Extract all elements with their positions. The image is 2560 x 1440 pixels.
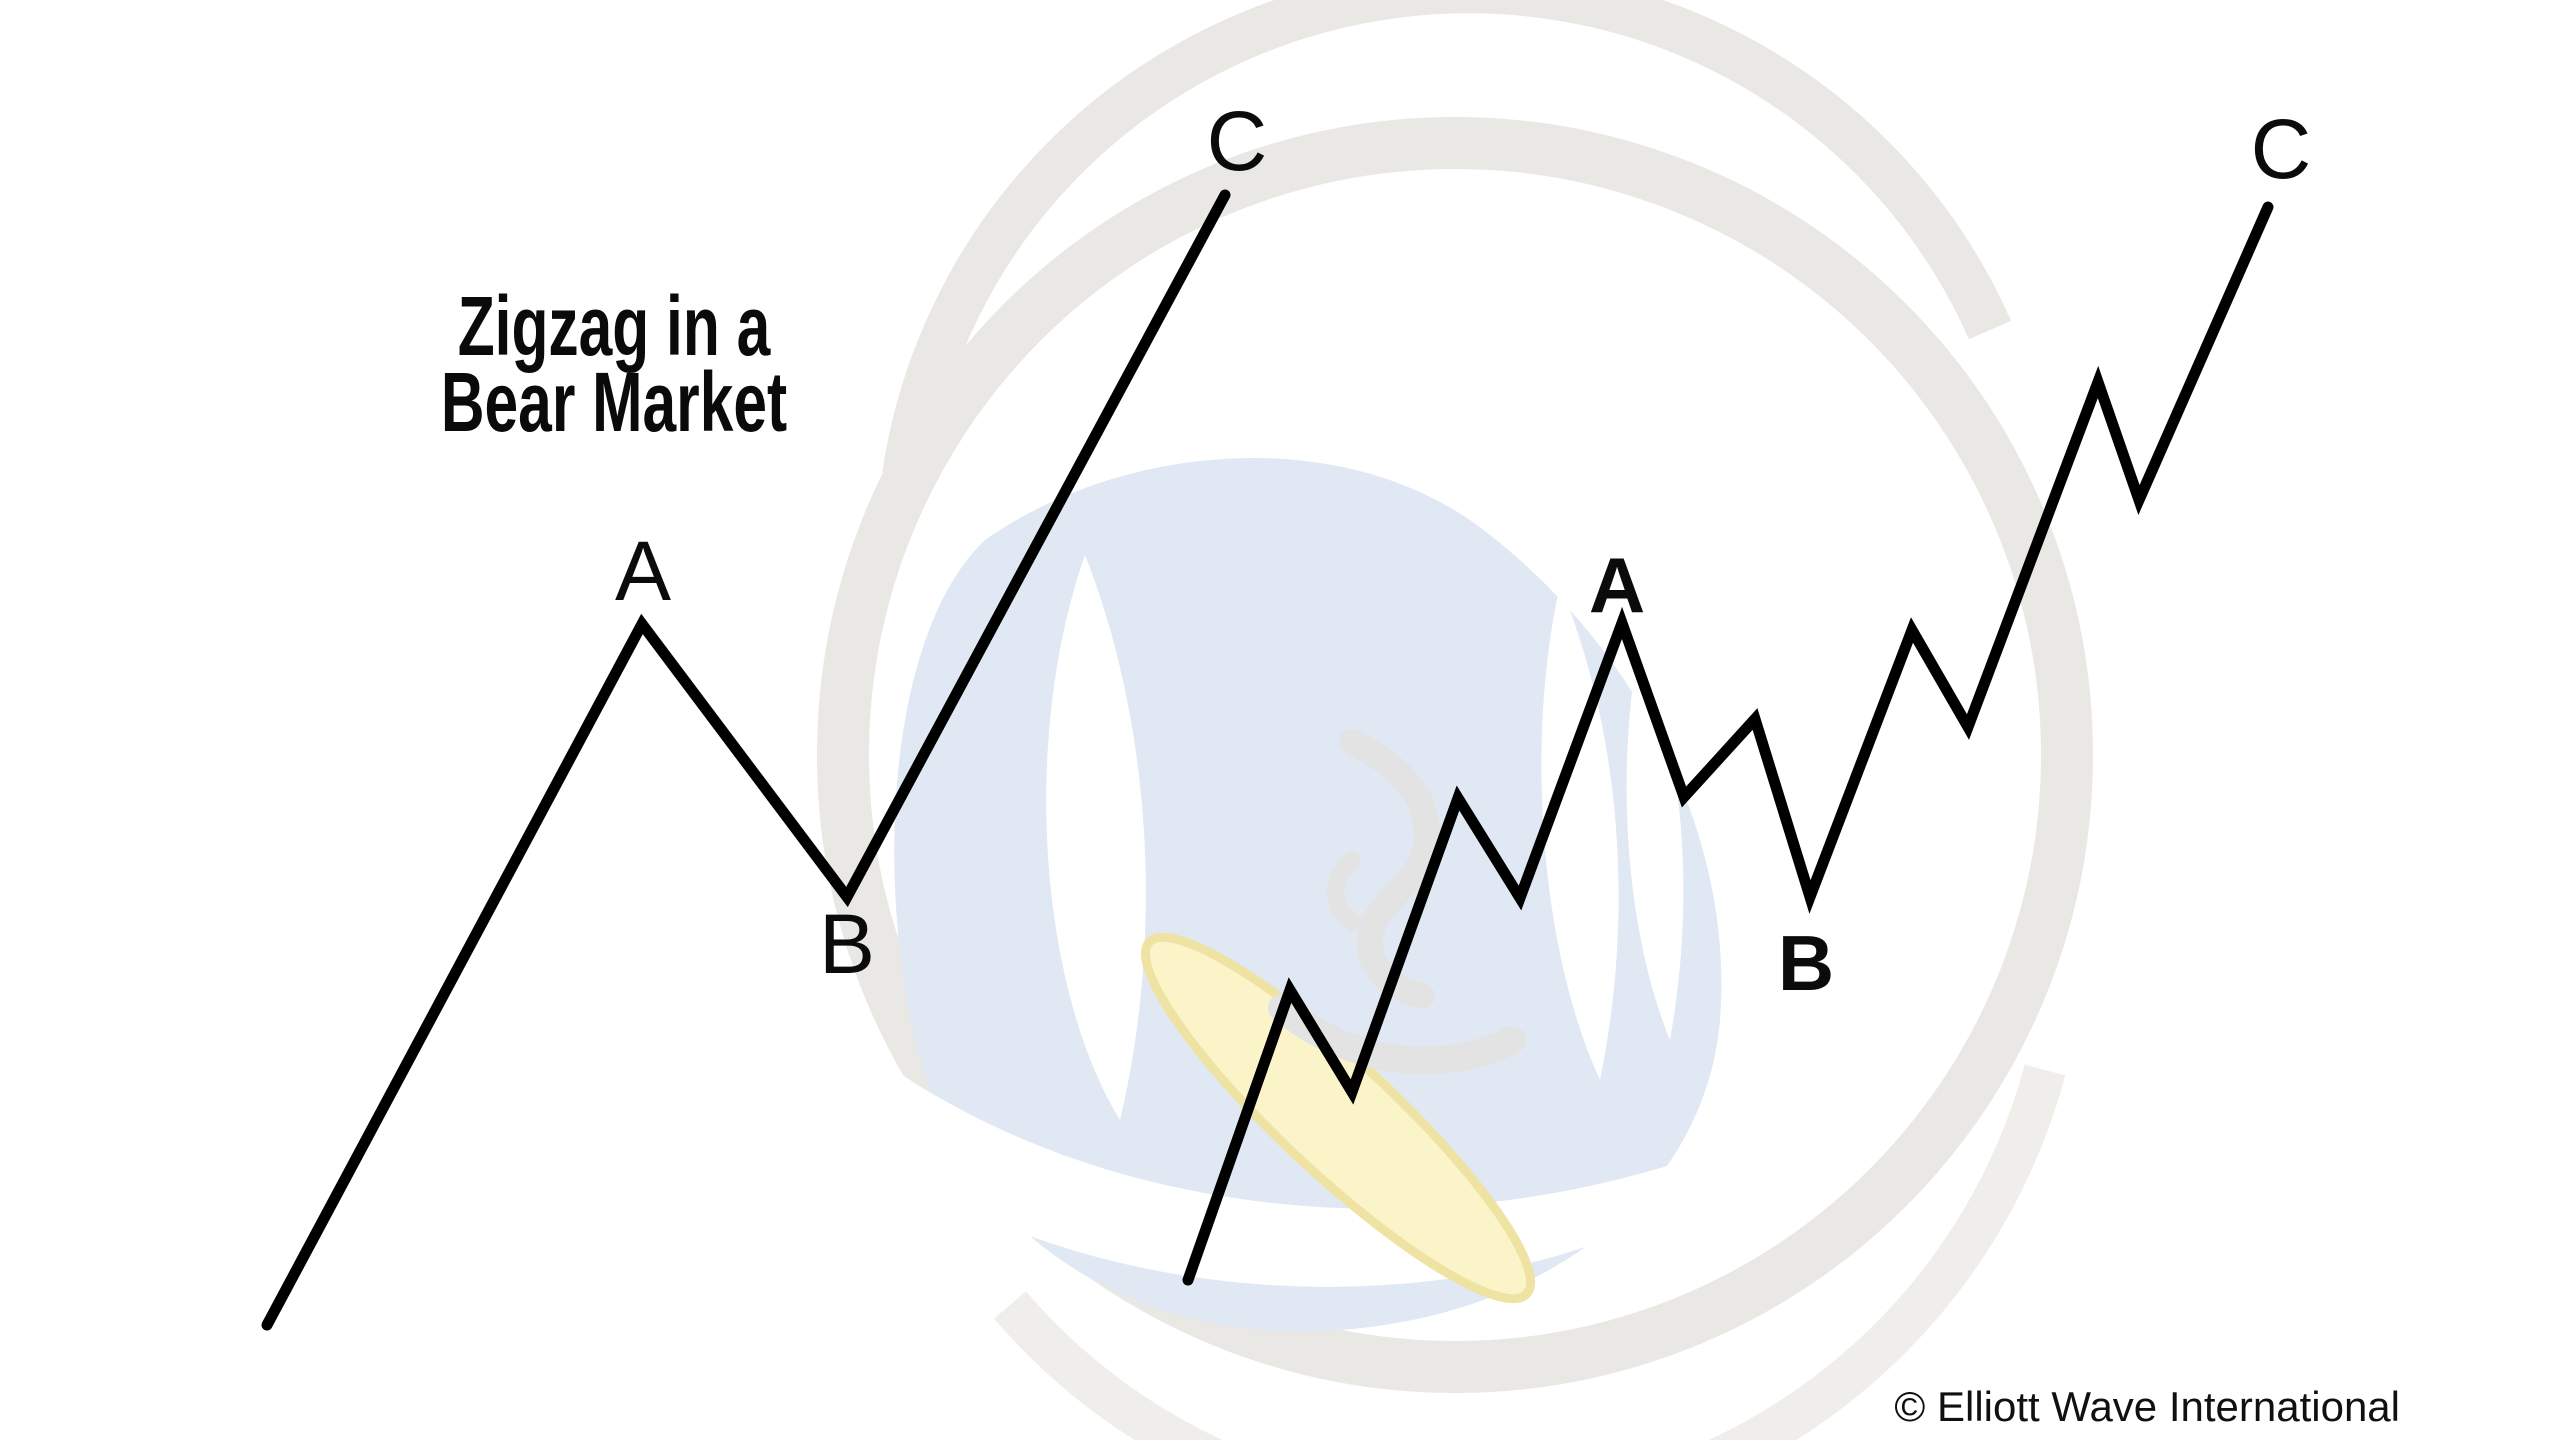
watermark-white-swoosh-bottom	[880, 1060, 1790, 1287]
zigzag-path-subdivided-zigzag	[1182, 201, 2274, 1286]
watermark-outer-ring	[817, 117, 2093, 1393]
chart-title: Zigzag in a Bear Market	[440, 279, 788, 449]
watermark-top-crest-arc	[882, 0, 2012, 479]
title-line-2: Bear Market	[440, 355, 788, 449]
wave-label-subdivided-zigzag-A: A	[1589, 541, 1645, 629]
copyright-notice: © Elliott Wave International	[1894, 1383, 2400, 1430]
wave-label-simple-zigzag-A: A	[615, 524, 671, 618]
wave-label-simple-zigzag-C: C	[1207, 94, 1268, 188]
watermark-white-blade-mid	[1541, 585, 1619, 1080]
wave-labels: A B C A B C	[615, 94, 2311, 1007]
watermark-white-blade-right	[1626, 640, 1684, 1040]
watermark-bottom-arc	[994, 1064, 2066, 1440]
wave-label-simple-zigzag-B: B	[819, 897, 875, 991]
wave-label-subdivided-zigzag-C: C	[2251, 102, 2312, 196]
watermark-surfer-body	[1339, 729, 1440, 1009]
zigzag-lines	[261, 189, 2274, 1331]
zigzag-path-simple-zigzag	[261, 189, 1231, 1331]
wave-label-subdivided-zigzag-B: B	[1778, 919, 1834, 1007]
watermark-surfer-arm	[1326, 851, 1361, 931]
watermark-white-blade-left	[1046, 555, 1146, 1120]
title-line-1: Zigzag in a	[457, 279, 771, 373]
watermark-yellow-board	[1140, 932, 1536, 1304]
